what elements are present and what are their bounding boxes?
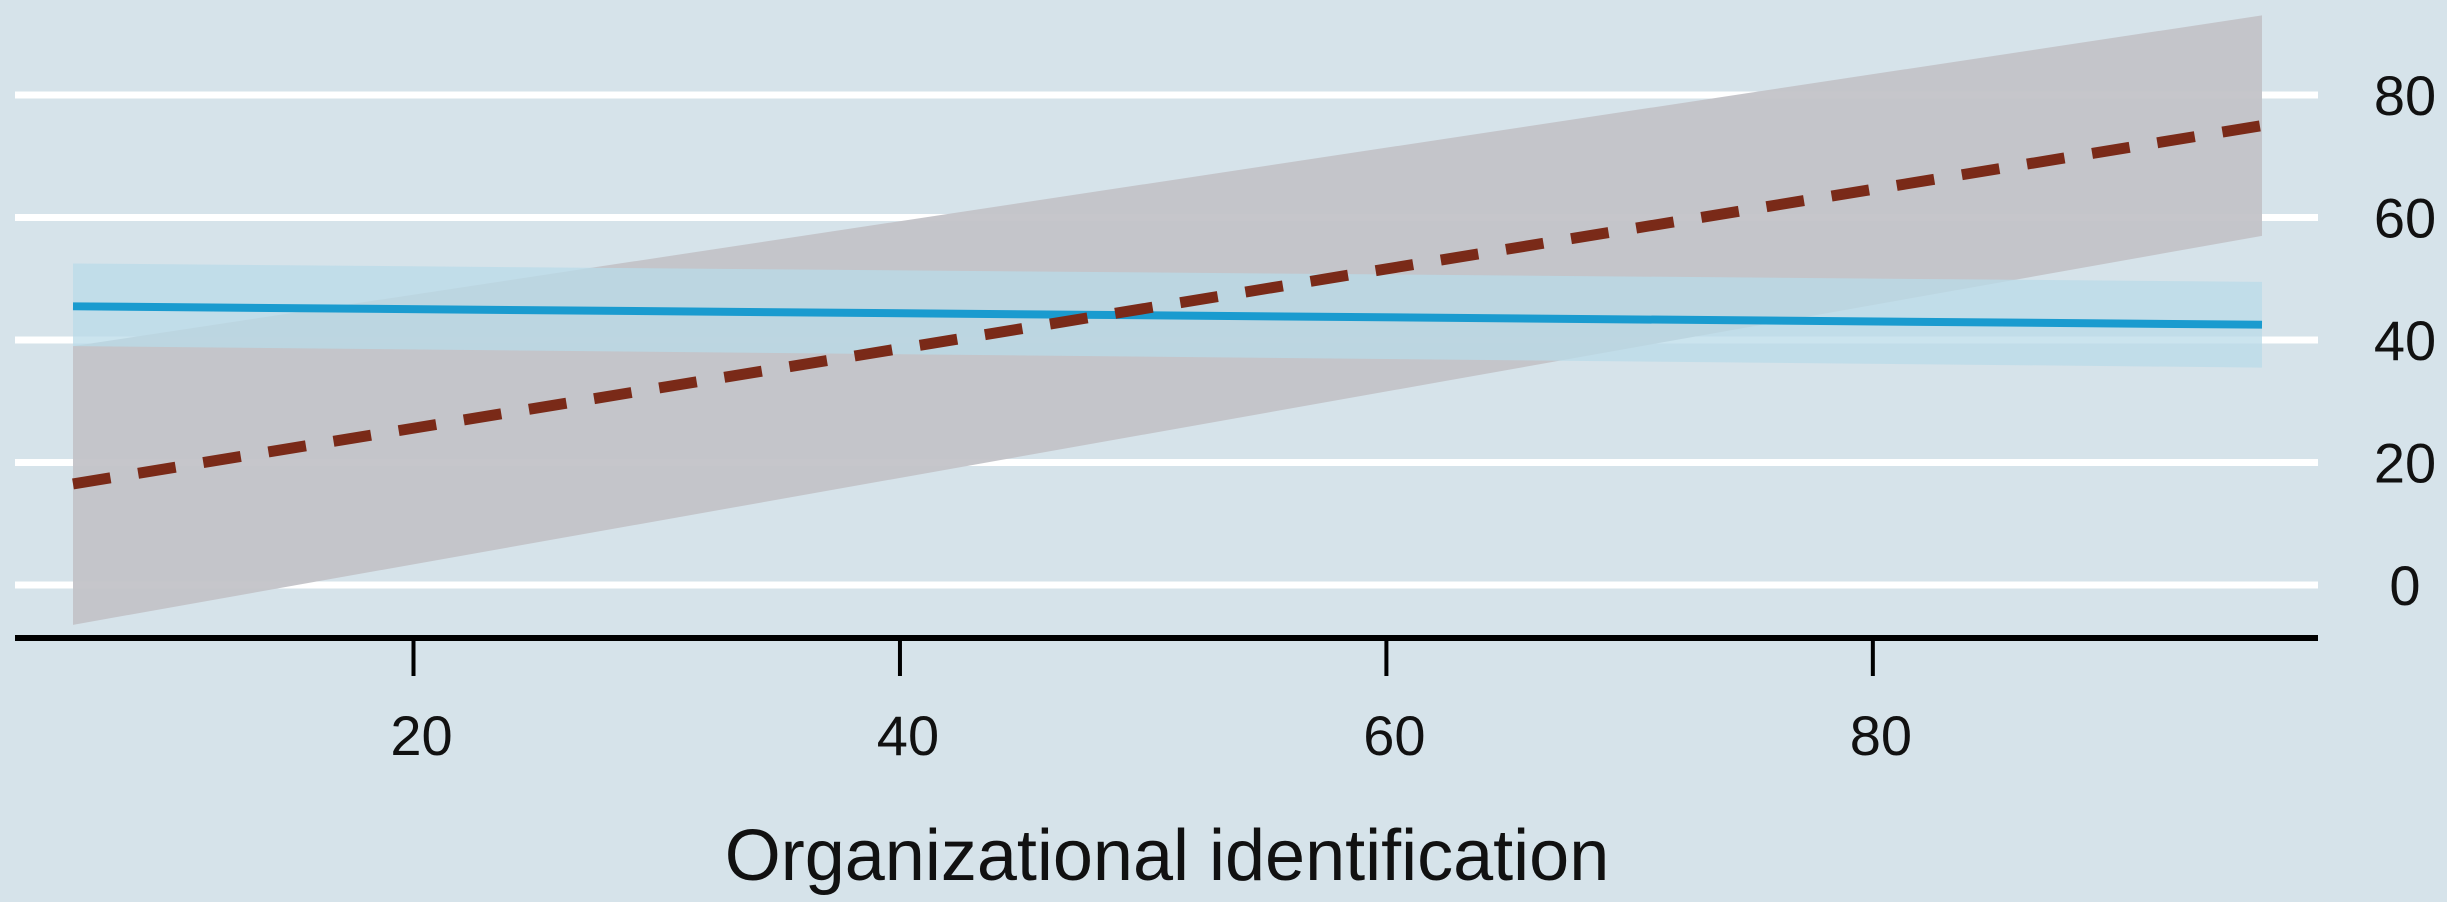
series-line-solid	[72, 302, 2263, 329]
x-tick-label: 20	[390, 704, 452, 767]
y-tick-label: 60	[2374, 187, 2436, 250]
y-tick-label: 40	[2374, 309, 2436, 372]
x-axis: 20 40 60 80	[15, 635, 2318, 767]
x-axis-title: Organizational identification	[725, 816, 1610, 896]
y-axis: 0 20 40 60 80	[2374, 64, 2436, 617]
x-tick-label: 40	[877, 704, 939, 767]
x-tick-label: 60	[1363, 704, 1425, 767]
y-tick-label: 20	[2374, 432, 2436, 495]
y-tick-label: 80	[2374, 64, 2436, 127]
y-tick-label: 0	[2389, 554, 2420, 617]
series-line-dashed	[72, 120, 2263, 490]
x-tick-label: 80	[1850, 704, 1912, 767]
series-lines	[72, 120, 2263, 490]
